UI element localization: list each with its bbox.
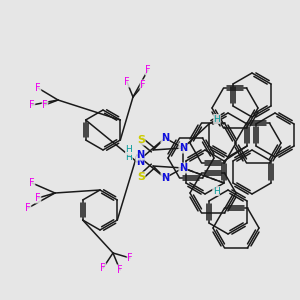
Text: N: N — [161, 133, 169, 143]
Text: N: N — [179, 143, 187, 153]
Text: H: H — [126, 152, 132, 161]
Text: F: F — [127, 253, 133, 263]
Text: H: H — [126, 146, 132, 154]
Text: F: F — [140, 80, 146, 90]
Text: F: F — [124, 77, 130, 87]
Text: F: F — [117, 265, 123, 275]
Text: F: F — [29, 100, 35, 110]
Text: F: F — [35, 193, 41, 203]
Text: N: N — [136, 157, 144, 167]
Text: N: N — [179, 163, 187, 173]
Text: F: F — [100, 263, 106, 273]
Text: N: N — [136, 150, 144, 160]
Text: S: S — [137, 135, 145, 145]
Text: H: H — [213, 187, 219, 196]
Text: H: H — [214, 115, 220, 124]
Text: F: F — [145, 65, 151, 75]
Text: F: F — [25, 203, 31, 213]
Text: N: N — [161, 173, 169, 183]
Text: F: F — [42, 100, 48, 110]
Text: F: F — [35, 83, 41, 93]
Text: S: S — [137, 172, 145, 182]
Text: F: F — [29, 178, 35, 188]
